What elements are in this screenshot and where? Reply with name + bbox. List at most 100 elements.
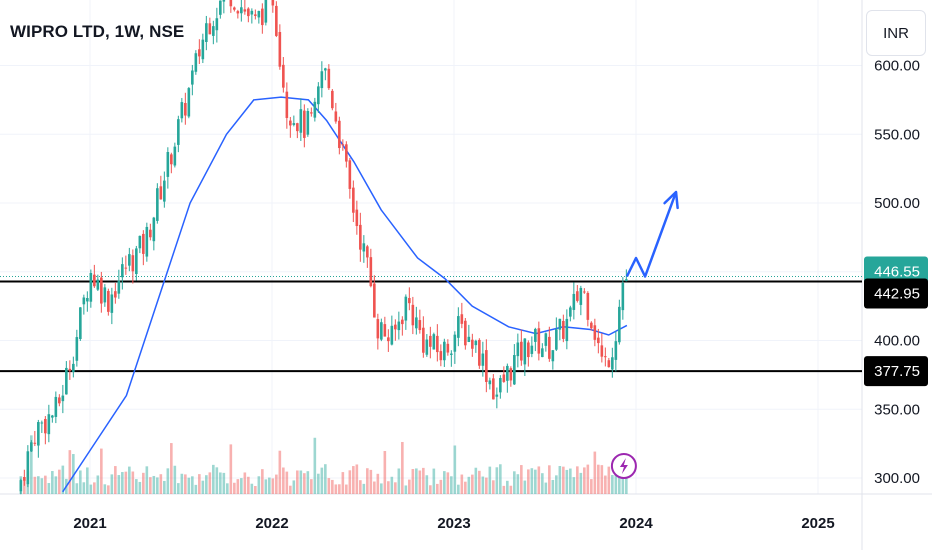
volume-bar xyxy=(198,474,201,494)
volume-bar xyxy=(86,467,89,494)
events[interactable] xyxy=(610,453,637,479)
volume-bar xyxy=(226,483,229,494)
candle-body xyxy=(611,357,614,370)
volume-bar xyxy=(541,473,544,494)
candle-body xyxy=(569,307,572,317)
volume-bar xyxy=(208,472,212,494)
candle-body xyxy=(509,368,513,381)
candle-body xyxy=(464,320,467,346)
volume-bar xyxy=(149,477,152,494)
volume-bar xyxy=(58,469,61,494)
volume-bar xyxy=(429,485,432,494)
volume-bar xyxy=(586,464,590,494)
moving-average-line xyxy=(62,96,628,493)
candle-body xyxy=(530,345,534,354)
volume-bar xyxy=(460,474,464,494)
volume-bar xyxy=(275,474,278,494)
candle-body xyxy=(82,297,86,305)
candle-body xyxy=(166,151,170,177)
y-tick-label: 350.00 xyxy=(874,401,920,418)
candle-body xyxy=(30,442,33,452)
candle-body xyxy=(534,328,537,342)
volume-bar xyxy=(425,475,429,494)
candle-body xyxy=(198,49,201,57)
volume-bar xyxy=(562,466,565,494)
projection-arrow-line[interactable] xyxy=(625,191,678,278)
volume-bar xyxy=(359,480,362,494)
volume-bar xyxy=(324,464,327,494)
volume-bar xyxy=(338,484,341,494)
volume-bar xyxy=(124,471,128,494)
volume-bar xyxy=(572,477,576,494)
candle-body xyxy=(383,324,387,337)
candle-body xyxy=(254,14,257,16)
volume-bar xyxy=(145,466,149,494)
volume-bar xyxy=(72,454,75,494)
candle-body xyxy=(450,353,453,355)
horizontal-levels[interactable] xyxy=(0,275,862,373)
candle-body xyxy=(401,319,404,325)
volume-bar xyxy=(383,450,387,494)
candle-body xyxy=(243,9,247,12)
candle-body xyxy=(278,31,282,67)
candle-body xyxy=(317,86,320,105)
candle-body xyxy=(121,264,124,278)
volume-bar xyxy=(320,467,324,494)
volume-bar xyxy=(366,468,369,494)
volume-bar xyxy=(306,471,310,494)
volume-bar xyxy=(215,467,219,494)
candle-body xyxy=(215,18,219,31)
volume-bar xyxy=(180,473,184,494)
volume-bar xyxy=(131,471,135,494)
candle-body xyxy=(404,296,408,321)
candle-body xyxy=(331,90,334,109)
volume-bar xyxy=(79,470,82,494)
x-tick-label: 2022 xyxy=(255,515,288,532)
volume-bar xyxy=(278,450,282,494)
volume-bar xyxy=(44,475,47,494)
candle-body xyxy=(338,120,341,149)
volume-bar xyxy=(565,469,569,494)
volume-bar xyxy=(576,466,579,494)
candle-body xyxy=(180,102,184,119)
candle-body xyxy=(261,8,264,26)
candle-body xyxy=(229,0,233,7)
volume-bar xyxy=(205,475,208,494)
y-tick-label: 500.00 xyxy=(874,195,920,212)
projection-arrow-head[interactable] xyxy=(663,190,679,210)
candle-body xyxy=(369,257,373,287)
candle-body xyxy=(621,282,625,311)
candle-body xyxy=(593,325,597,340)
candle-body xyxy=(467,336,471,342)
volume-bar xyxy=(317,473,320,494)
candle-body xyxy=(303,110,306,138)
volume-bar xyxy=(173,465,177,494)
candle-body xyxy=(264,0,268,23)
candle-body xyxy=(40,422,44,424)
candle-body xyxy=(173,146,177,166)
candle-body xyxy=(138,235,142,249)
candle-body xyxy=(495,394,499,397)
candle-body xyxy=(299,109,303,133)
volume-bar xyxy=(579,472,583,494)
lightning-icon[interactable] xyxy=(610,453,637,479)
volume-bar xyxy=(285,471,289,494)
volume-bar xyxy=(89,484,93,494)
projection-arrow[interactable] xyxy=(625,190,679,278)
volume-bar xyxy=(128,466,131,494)
candle-body xyxy=(555,329,558,350)
time-axis[interactable]: 2021 2022 2023 2024 2025 xyxy=(73,515,834,532)
candle-body xyxy=(247,8,250,17)
candle-body xyxy=(397,321,401,331)
volume-bar xyxy=(212,464,215,494)
volume-bar xyxy=(415,468,418,494)
volume-bar xyxy=(376,473,380,494)
volume-bar xyxy=(310,479,313,494)
currency-button[interactable]: INR xyxy=(866,10,926,56)
candle-body xyxy=(422,327,425,353)
candle-body xyxy=(306,110,310,135)
volume-bar xyxy=(408,479,411,494)
volume-bar xyxy=(82,482,86,494)
